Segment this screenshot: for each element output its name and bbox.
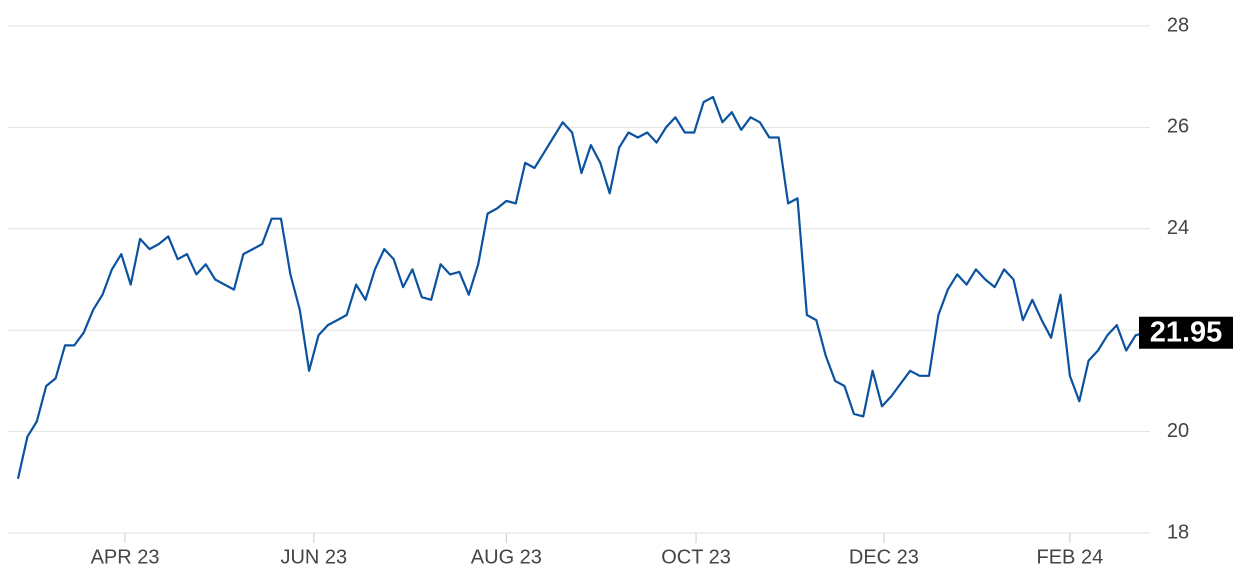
x-tick-label: JUN 23 xyxy=(280,546,347,568)
y-tick-label: 26 xyxy=(1167,116,1189,138)
price-line xyxy=(16,95,1146,480)
x-tick-label: AUG 23 xyxy=(471,546,542,568)
y-tick-label: 24 xyxy=(1167,217,1189,239)
x-tick-label: FEB 24 xyxy=(1037,546,1104,568)
y-tick-label: 28 xyxy=(1167,14,1189,36)
x-tick-label: APR 23 xyxy=(91,546,160,568)
x-tick-label: DEC 23 xyxy=(849,546,919,568)
y-tick-label: 20 xyxy=(1167,420,1189,442)
x-tick-label: OCT 23 xyxy=(661,546,731,568)
last-value-label: 21.95 xyxy=(1150,316,1223,348)
y-tick-label: 18 xyxy=(1167,521,1189,543)
last-value-box xyxy=(1139,316,1233,349)
